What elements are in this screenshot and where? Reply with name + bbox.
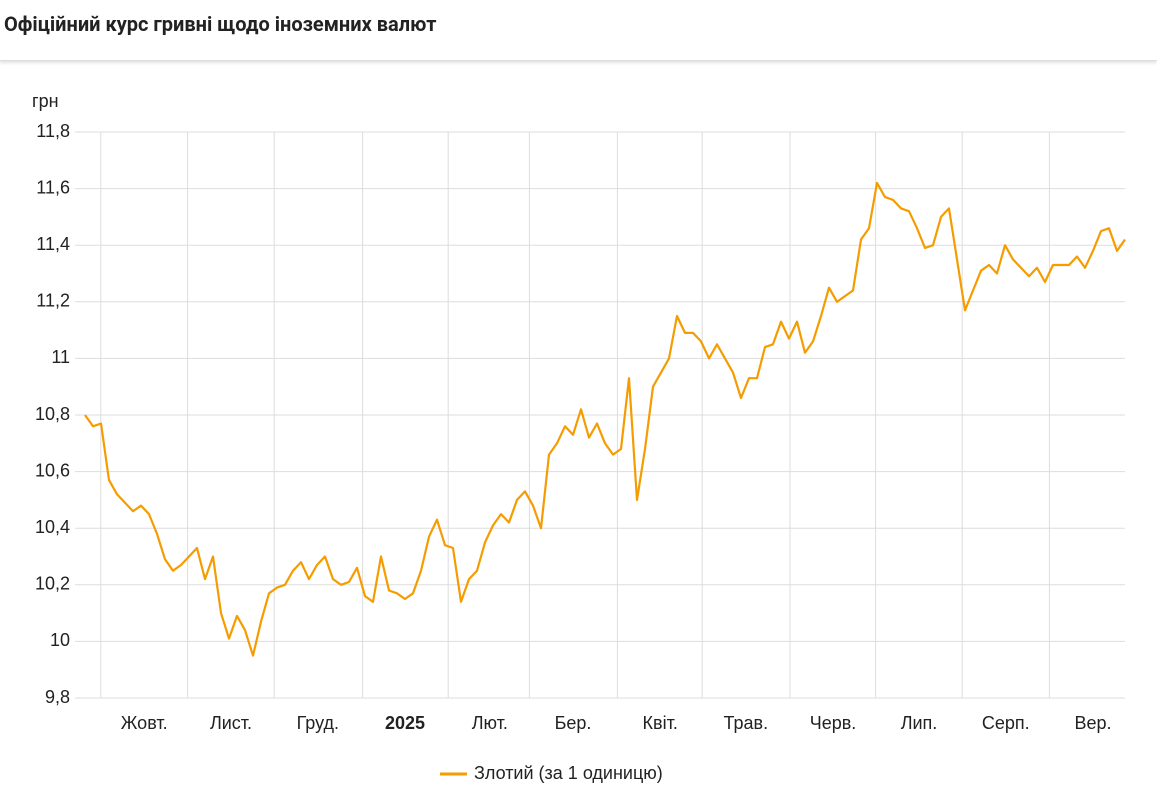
y-tick-label: 11,6 — [36, 177, 70, 197]
x-tick-label: Лист. — [210, 713, 252, 733]
y-tick-label: 10,4 — [35, 517, 70, 537]
legend: Злотий (за 1 одиницю) — [440, 763, 663, 783]
x-tick-label: Квіт. — [643, 713, 678, 733]
line — [84, 181, 1126, 657]
y-tick-label: 9,8 — [45, 687, 70, 707]
x-tick-label: Трав. — [724, 713, 769, 733]
y-tick-label: 10,8 — [35, 404, 70, 424]
y-tick-label: 10,2 — [35, 574, 70, 594]
y-tick-label: 11,2 — [36, 291, 70, 311]
x-tick-label: Вер. — [1074, 713, 1111, 733]
x-tick-label: Лют. — [472, 713, 508, 733]
x-tick-label: Жовт. — [121, 713, 168, 733]
y-tick-label: 10 — [50, 630, 70, 650]
header: Офіційний курс гривні щодо іноземних вал… — [0, 0, 1157, 61]
legend-label: Злотий (за 1 одиницю) — [474, 763, 663, 783]
y-tick-label: 11,8 — [36, 121, 70, 141]
y-tick-label: 10,6 — [35, 460, 70, 480]
x-tick-label: Лип. — [901, 713, 938, 733]
x-tick-label: Груд. — [297, 713, 339, 733]
y-tick-label: 11,4 — [36, 234, 70, 254]
y-tick-label: 11 — [51, 347, 70, 367]
x-tick-label: Серп. — [982, 713, 1030, 733]
y-axis-label: грн — [32, 91, 59, 111]
x-tick-label: Черв. — [810, 713, 857, 733]
x-tick-label: 2025 — [385, 713, 425, 733]
chart-title: Офіційний курс гривні щодо іноземних вал… — [4, 12, 437, 36]
x-tick-label: Бер. — [555, 713, 592, 733]
